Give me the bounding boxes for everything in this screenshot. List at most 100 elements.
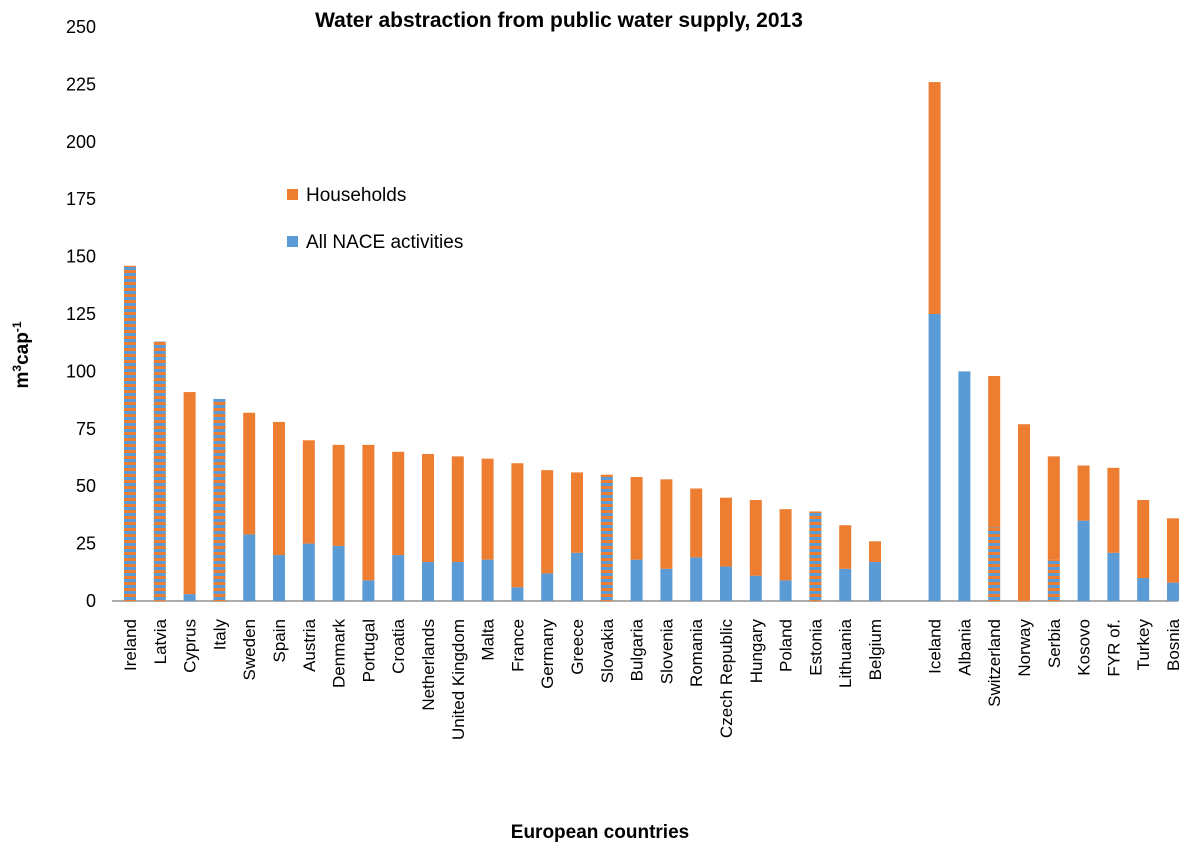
x-tick-label: Kosovo — [1075, 619, 1094, 676]
bar-households-spain — [273, 421, 285, 556]
bar-estonia — [809, 511, 822, 601]
bar-households-serbia — [1047, 456, 1060, 560]
bar-nace-denmark — [332, 545, 345, 601]
bar-nace-cyprus — [183, 594, 196, 601]
x-axis-title: European countries — [511, 822, 689, 843]
y-tick-label: 200 — [66, 132, 96, 152]
legend-label-households: Households — [306, 185, 406, 206]
x-tick-label: Italy — [210, 619, 229, 651]
x-tick-label: Greece — [568, 619, 587, 675]
x-tick-label: Serbia — [1045, 618, 1064, 668]
bar-nace-spain — [273, 555, 285, 601]
x-tick-label: Croatia — [389, 618, 408, 673]
legend-swatch-households — [287, 189, 298, 200]
x-tick-label: Denmark — [330, 619, 349, 688]
x-tick-label: Ireland — [121, 619, 140, 671]
bar-households-germany — [541, 470, 554, 574]
x-tick-label: Belgium — [866, 619, 885, 680]
bar-nace-turkey — [1137, 578, 1150, 601]
bar-nace-greece — [571, 552, 583, 601]
bar-households-kosovo — [1077, 465, 1090, 521]
bar-nace-croatia — [392, 555, 405, 601]
bar-households-fyr-of — [1107, 467, 1120, 553]
bar-ireland — [124, 265, 136, 601]
x-tick-label: Albania — [955, 618, 974, 675]
x-tick-label: Sweden — [240, 619, 259, 680]
bar-households-austria — [302, 440, 315, 544]
bar-nace-united-kingdom — [451, 561, 464, 601]
y-tick-label: 125 — [66, 304, 96, 324]
x-tick-label: Slovenia — [657, 618, 676, 684]
bar-nace-fyr-of — [1107, 552, 1120, 601]
x-tick-label: Switzerland — [985, 619, 1004, 707]
chart-title: Water abstraction from public water supp… — [315, 9, 803, 32]
bar-nace-netherlands — [422, 561, 434, 601]
x-tick-label: Austria — [300, 618, 319, 671]
legend: Households All NACE activities — [287, 185, 463, 253]
bar-households-croatia — [392, 451, 405, 556]
y-tick-label: 100 — [66, 361, 96, 381]
x-tick-label: France — [508, 619, 527, 672]
y-tick-label: 0 — [86, 591, 96, 611]
bar-households-slovenia — [660, 479, 673, 569]
category-labels: Ireland Latvia Cyprus Italy Sweden Spain Austr… — [121, 618, 1183, 740]
x-tick-label: Cyprus — [181, 619, 200, 673]
bar-households-poland — [779, 509, 792, 581]
x-tick-label: Latvia — [151, 618, 170, 664]
x-tick-label: Spain — [270, 619, 289, 662]
x-tick-label: Germany — [538, 619, 557, 689]
bar-households-czech-republic — [720, 497, 732, 567]
bar-latvia — [153, 341, 166, 601]
x-tick-label: United Kingdom — [449, 619, 468, 740]
x-tick-label: Turkey — [1134, 619, 1153, 671]
bar-households-iceland — [928, 82, 941, 314]
bar-nace-germany — [541, 573, 554, 601]
bar-nace-albania — [958, 371, 971, 601]
y-tick-label: 175 — [66, 189, 96, 209]
x-tick-label: Lithuania — [836, 618, 855, 688]
bar-households-portugal — [362, 444, 375, 581]
bar-nace-france — [511, 587, 524, 601]
x-tick-label: Bosnia — [1164, 618, 1183, 671]
y-tick-label: 25 — [76, 534, 96, 554]
y-axis-title: m3cap-1 — [10, 321, 33, 388]
bars — [124, 82, 1179, 601]
bar-nace-serbia — [1047, 559, 1060, 601]
bar-nace-malta — [481, 559, 494, 601]
x-tick-label: Hungary — [747, 619, 766, 684]
bar-households-bulgaria — [630, 477, 643, 560]
y-tick-label: 150 — [66, 247, 96, 267]
x-tick-label: Poland — [777, 619, 796, 672]
bar-nace-iceland — [928, 314, 941, 601]
bar-nace-bosnia — [1167, 582, 1179, 601]
bar-households-united-kingdom — [451, 456, 464, 562]
y-axis-ticks: 0 25 50 75 100 125 150 175 200 225 250 — [66, 17, 96, 611]
bar-households-greece — [571, 472, 583, 553]
bar-nace-belgium — [869, 561, 881, 601]
bar-households-bosnia — [1167, 518, 1179, 583]
bar-households-cyprus — [183, 392, 196, 595]
bar-households-malta — [481, 458, 494, 560]
x-tick-label: Malta — [479, 618, 498, 660]
legend-swatch-nace — [287, 236, 298, 247]
x-tick-label: Bulgaria — [628, 618, 647, 681]
bar-households-sweden — [243, 412, 256, 535]
y-tick-label: 250 — [66, 17, 96, 37]
bar-households-romania — [690, 488, 703, 558]
bar-nace-slovenia — [660, 568, 673, 601]
y-tick-label: 50 — [76, 476, 96, 496]
bar-nace-lithuania — [839, 568, 852, 601]
bar-nace-romania — [690, 557, 703, 601]
bar-households-netherlands — [422, 454, 434, 562]
bar-households-hungary — [749, 499, 762, 576]
bar-households-denmark — [332, 444, 345, 546]
x-tick-label: Estonia — [806, 618, 825, 675]
legend-label-nace: All NACE activities — [306, 232, 463, 253]
x-tick-label: Netherlands — [419, 619, 438, 711]
y-tick-label: 75 — [76, 419, 96, 439]
x-tick-label: Slovakia — [598, 618, 617, 683]
bar-households-norway — [1018, 424, 1030, 601]
bar-nace-sweden — [243, 534, 256, 601]
